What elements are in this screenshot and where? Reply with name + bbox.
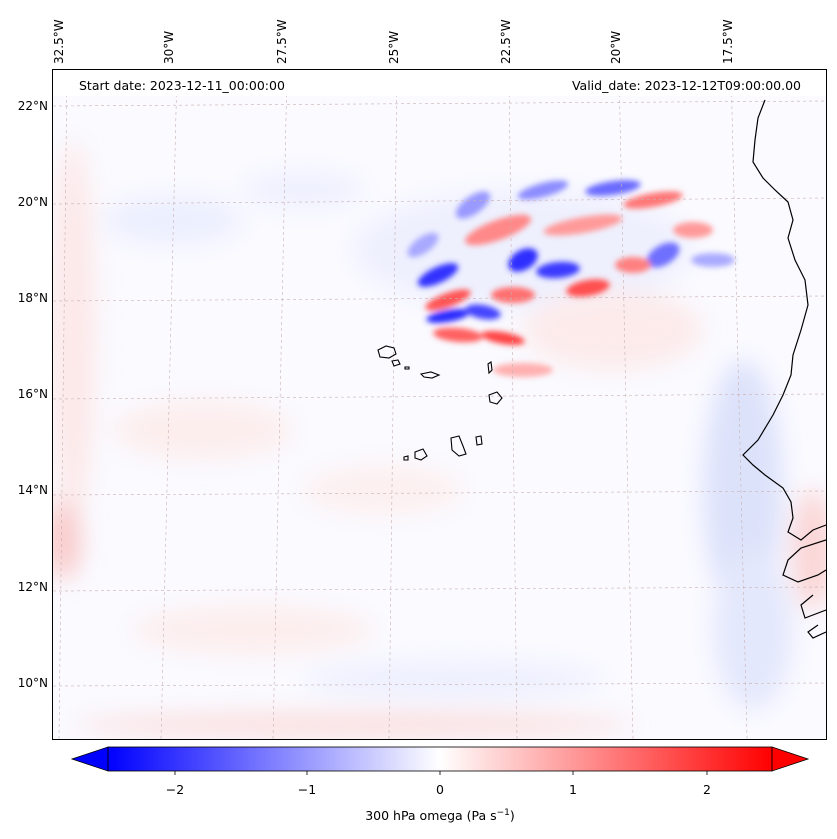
lon-label-25w: 25°W [387,30,401,64]
island-santo-antao [377,345,397,359]
island-sao-nicolau [419,371,441,379]
colorbar-min-extension [70,746,109,772]
colorbar-tick-2: 2 [703,782,711,797]
colorbar-max-extension [771,746,810,772]
lon-label-17-5w: 17.5°W [721,19,735,64]
lon-label-32-5w: 32.5°W [52,19,66,64]
lon-label-30w: 30°W [162,30,176,64]
colorbar-tick-1: 1 [569,782,577,797]
lat-label-12n: 12°N [17,580,48,594]
island-sal [487,361,493,375]
lat-label-22n: 22°N [17,99,48,113]
colorbar-label: 300 hPa omega (Pa s−1) [365,808,515,824]
colorbar-tick-marks [174,771,708,775]
map-panel [52,69,827,740]
lat-label-14n: 14°N [17,483,48,497]
lon-label-20w: 20°W [609,30,623,64]
omega-field-map [53,70,826,739]
lat-label-20n: 20°N [17,195,48,209]
valid-date-label: Valid_date: 2023-12-12T09:00:00.00 [571,78,801,93]
colorbar-tick-0: 0 [436,782,444,797]
lat-label-16n: 16°N [17,387,48,401]
lon-label-22-5w: 22.5°W [499,19,513,64]
island-boa-vista [488,391,503,405]
cape-verde-islands [377,345,503,461]
graticule [53,70,826,739]
start-date-label: Start date: 2023-12-11_00:00:00 [79,78,285,93]
lat-label-18n: 18°N [17,291,48,305]
island-sao-vicente [391,359,401,367]
lon-label-27-5w: 27.5°W [275,19,289,64]
island-fogo [414,448,428,461]
island-santiago [450,435,467,457]
island-santa-luzia [404,366,410,370]
africa-coastline [742,99,826,541]
date-header-band [53,70,826,96]
island-maio [475,435,483,446]
colorbar-gradient [107,746,773,772]
island-brava [403,455,409,461]
convective-band-layer [407,180,735,377]
colorbar-tick-neg2: −2 [165,782,185,797]
colorbar-tick-neg1: −1 [297,782,317,797]
africa-coastline-south [782,539,826,639]
lat-label-10n: 10°N [17,676,48,690]
